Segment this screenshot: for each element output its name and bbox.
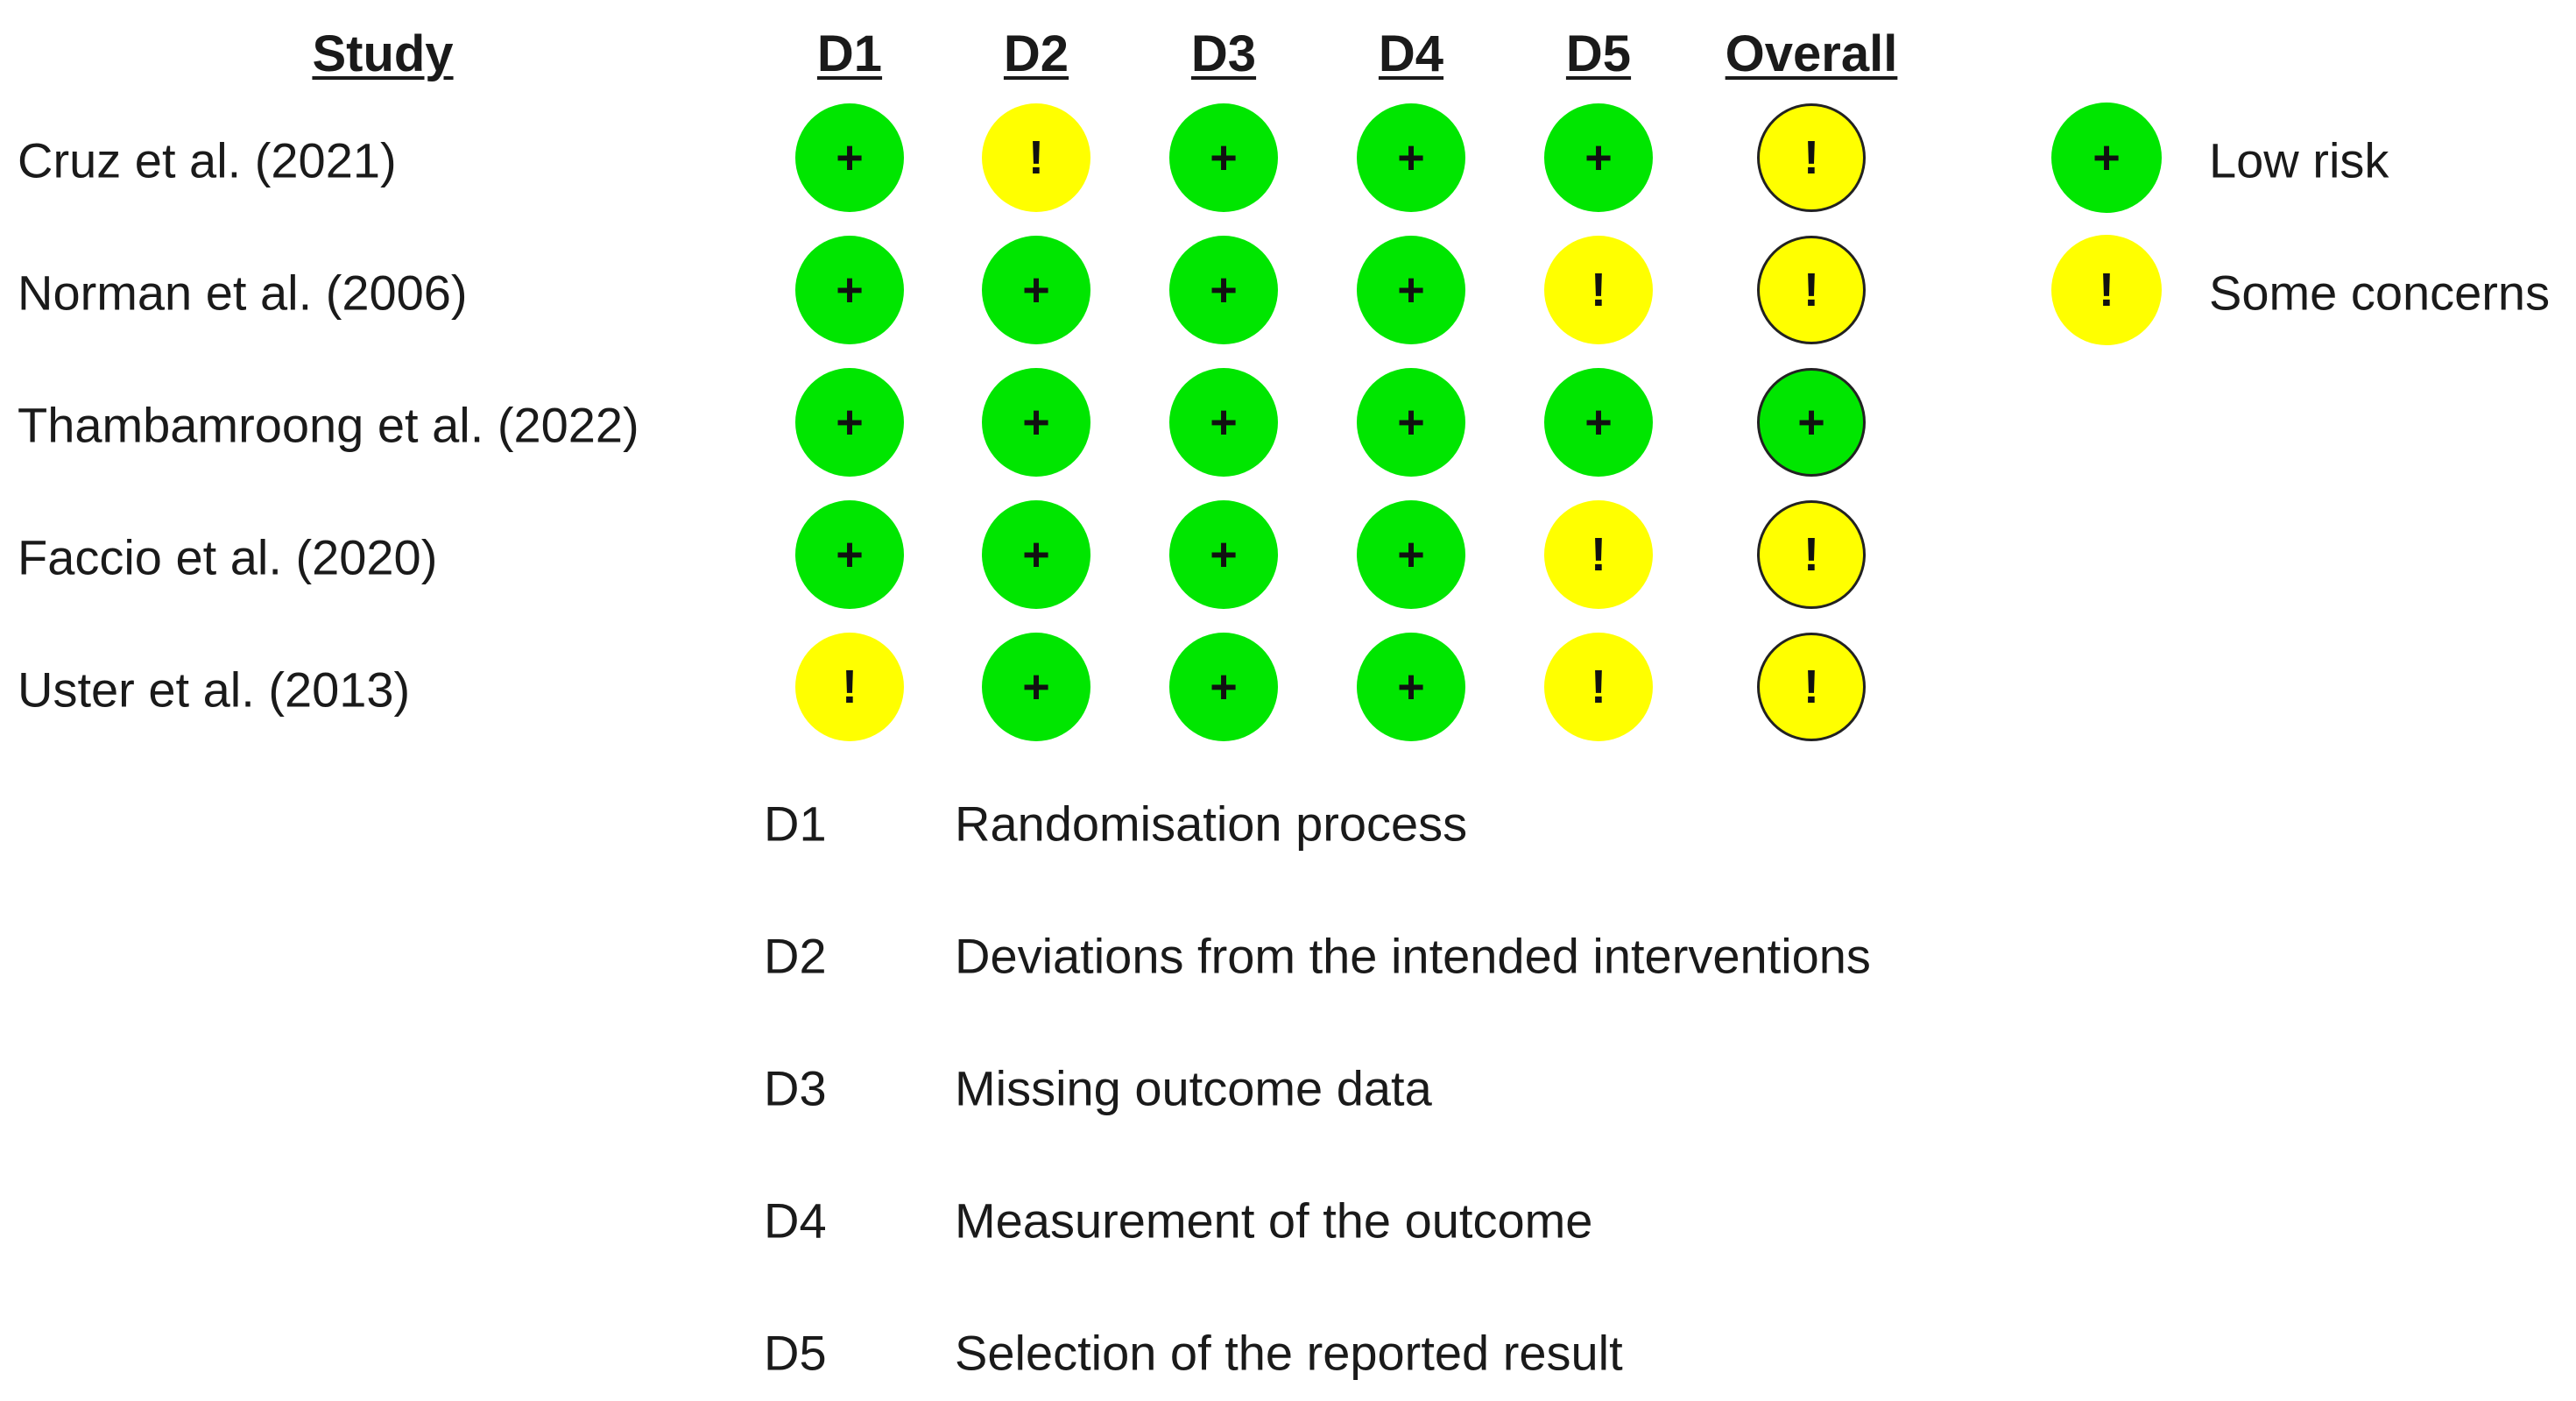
header-d4: D4 <box>1378 25 1444 82</box>
judgement-low-risk-icon: + <box>1357 633 1465 741</box>
header-d1: D1 <box>816 25 883 82</box>
judgement-low-risk-icon: + <box>1544 368 1653 477</box>
judgement-low-risk-icon: + <box>1169 103 1278 212</box>
domain-description: Measurement of the outcome <box>955 1192 1593 1249</box>
header-study: Study <box>312 25 454 82</box>
judgement-low-risk-icon: + <box>982 633 1090 741</box>
domain-code: D4 <box>764 1192 827 1249</box>
domain-code: D1 <box>764 796 827 852</box>
domain-code: D2 <box>764 928 827 984</box>
judgement-some-concerns-icon: ! <box>1544 633 1653 741</box>
judgement-low-risk-icon: + <box>795 103 904 212</box>
domain-description: Randomisation process <box>955 796 1468 852</box>
judgement-low-risk-icon: + <box>795 236 904 344</box>
header-overall: Overall <box>1725 25 1898 82</box>
legend-low-risk-icon: + <box>2051 103 2162 213</box>
judgement-some-concerns-icon: ! <box>1544 236 1653 344</box>
header-d3: D3 <box>1190 25 1257 82</box>
judgement-low-risk-icon: + <box>982 500 1090 609</box>
header-d2: D2 <box>1003 25 1069 82</box>
domain-description: Selection of the reported result <box>955 1325 1623 1381</box>
study-name: Faccio et al. (2020) <box>18 529 438 585</box>
legend-some-concerns-icon: ! <box>2051 235 2162 345</box>
judgement-low-risk-icon: + <box>1544 103 1653 212</box>
domain-code: D3 <box>764 1060 827 1116</box>
study-name: Uster et al. (2013) <box>18 662 411 718</box>
judgement-low-risk-icon: + <box>1169 236 1278 344</box>
judgement-low-risk-icon: + <box>1169 368 1278 477</box>
judgement-low-risk-icon: + <box>1169 633 1278 741</box>
domain-description: Deviations from the intended interventio… <box>955 928 1871 984</box>
judgement-low-risk-icon: + <box>982 368 1090 477</box>
domain-description: Missing outcome data <box>955 1060 1432 1116</box>
judgement-some-concerns-icon: ! <box>1544 500 1653 609</box>
judgement-low-risk-icon: + <box>982 236 1090 344</box>
legend-some-concerns-label: Some concerns <box>2209 265 2551 321</box>
judgement-low-risk-icon: + <box>1357 500 1465 609</box>
legend-low-risk-label: Low risk <box>2209 132 2389 188</box>
judgement-low-risk-icon: + <box>795 500 904 609</box>
judgement-low-risk-icon: + <box>1357 368 1465 477</box>
overall-some-concerns-icon: ! <box>1757 103 1866 212</box>
domain-code: D5 <box>764 1325 827 1381</box>
judgement-low-risk-icon: + <box>1169 500 1278 609</box>
overall-low-risk-icon: + <box>1757 368 1866 477</box>
study-name: Cruz et al. (2021) <box>18 132 397 188</box>
overall-some-concerns-icon: ! <box>1757 500 1866 609</box>
study-name: Thambamroong et al. (2022) <box>18 397 639 453</box>
overall-some-concerns-icon: ! <box>1757 236 1866 344</box>
judgement-some-concerns-icon: ! <box>795 633 904 741</box>
judgement-low-risk-icon: + <box>1357 103 1465 212</box>
study-name: Norman et al. (2006) <box>18 265 468 321</box>
judgement-low-risk-icon: + <box>795 368 904 477</box>
judgement-low-risk-icon: + <box>1357 236 1465 344</box>
header-d5: D5 <box>1565 25 1632 82</box>
overall-some-concerns-icon: ! <box>1757 633 1866 741</box>
judgement-some-concerns-icon: ! <box>982 103 1090 212</box>
